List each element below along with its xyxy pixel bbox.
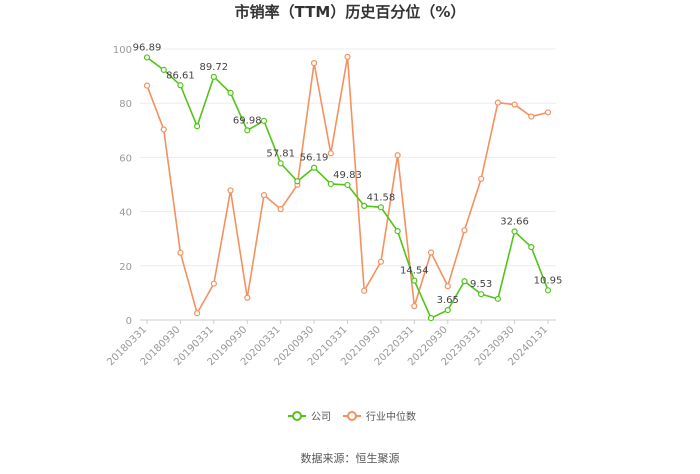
data-point[interactable] [444, 307, 451, 314]
legend-label-company: 公司 [311, 412, 331, 423]
data-label: 41.58 [367, 192, 396, 203]
data-point[interactable] [528, 244, 535, 251]
legend-item-industry-median[interactable]: 行业中位数 [343, 410, 416, 423]
data-point[interactable] [394, 228, 401, 235]
data-point[interactable] [394, 152, 401, 159]
data-point[interactable] [210, 73, 217, 80]
data-point[interactable] [344, 53, 351, 60]
data-point[interactable] [244, 294, 251, 301]
source-note: 数据来源：恒生聚源 [301, 451, 400, 465]
data-point[interactable] [377, 258, 385, 265]
data-label: 89.72 [200, 62, 229, 73]
data-point[interactable] [494, 99, 501, 106]
data-label: 32.66 [500, 216, 529, 227]
data-point[interactable] [511, 228, 518, 235]
data-label: 14.54 [400, 266, 429, 277]
data-label: 49.83 [333, 170, 362, 181]
data-point[interactable] [444, 283, 451, 290]
data-point[interactable] [310, 164, 318, 171]
data-point[interactable] [177, 82, 184, 89]
data-point[interactable] [544, 109, 552, 116]
data-point[interactable] [244, 127, 251, 134]
data-point[interactable] [377, 204, 385, 211]
data-point[interactable] [227, 187, 234, 194]
y-tick-label: 40 [119, 208, 132, 219]
y-axis: 0 20 40 60 80 100 [113, 45, 132, 327]
data-point[interactable] [177, 249, 184, 256]
data-point[interactable] [411, 303, 418, 310]
data-point[interactable] [344, 181, 351, 189]
data-point[interactable] [494, 295, 501, 302]
data-label: 3.65 [437, 295, 459, 306]
y-tick-label: 0 [126, 316, 132, 327]
data-point[interactable] [478, 291, 485, 298]
data-label: 69.98 [233, 115, 262, 126]
data-point[interactable] [260, 191, 268, 199]
data-label: 9.53 [470, 279, 492, 290]
data-point[interactable] [294, 178, 301, 185]
y-tick-label: 80 [119, 99, 132, 110]
data-point[interactable] [143, 54, 151, 61]
data-point[interactable] [361, 287, 368, 294]
data-label: 96.89 [133, 42, 162, 53]
data-point[interactable] [277, 206, 284, 213]
y-tick-label: 100 [113, 45, 132, 56]
plot-area [143, 53, 552, 322]
data-point[interactable] [528, 113, 535, 120]
data-point[interactable] [227, 89, 234, 97]
data-point[interactable] [194, 123, 201, 130]
data-point[interactable] [511, 101, 518, 108]
series-company [143, 54, 552, 322]
data-point[interactable] [160, 126, 167, 133]
data-point[interactable] [160, 66, 167, 73]
data-point[interactable] [327, 180, 334, 188]
data-point[interactable] [210, 280, 217, 287]
data-point[interactable] [194, 310, 201, 317]
data-point[interactable] [427, 249, 435, 256]
grid [140, 48, 556, 321]
data-label: 56.19 [300, 153, 329, 164]
data-label: 10.95 [534, 275, 563, 286]
data-point[interactable] [461, 227, 468, 234]
series-industry-median [143, 53, 552, 317]
data-point[interactable] [544, 287, 552, 294]
data-label: 86.61 [166, 70, 195, 81]
chart-title: 市销率（TTM）历史百分位（%） [235, 3, 466, 21]
legend: 公司 行业中位数 [288, 410, 416, 423]
data-point[interactable] [310, 59, 318, 67]
data-point[interactable] [361, 202, 368, 210]
data-point[interactable] [277, 160, 284, 167]
data-point[interactable] [260, 117, 268, 124]
x-axis: 2018033120180930201903312019093020200331… [105, 320, 550, 368]
y-tick-label: 60 [119, 153, 132, 164]
y-tick-label: 20 [119, 262, 132, 273]
data-point[interactable] [478, 175, 485, 182]
data-point[interactable] [461, 278, 468, 285]
data-point[interactable] [143, 82, 151, 89]
data-label: 57.81 [266, 148, 295, 159]
data-point[interactable] [411, 277, 418, 284]
legend-item-company[interactable]: 公司 [288, 411, 331, 423]
legend-label-industry-median: 行业中位数 [366, 410, 416, 423]
data-labels: 96.89 86.61 89.72 69.98 57.81 56.19 49.83 41.58… [133, 42, 563, 306]
data-point[interactable] [427, 315, 435, 322]
data-point[interactable] [327, 150, 334, 157]
